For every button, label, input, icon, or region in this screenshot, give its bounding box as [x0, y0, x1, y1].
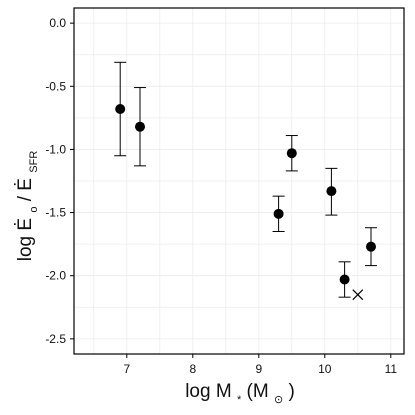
- x-axis-label-unit-close: ): [288, 381, 294, 402]
- x-axis-label-base: log M: [185, 381, 231, 402]
- y-axis-label-den: Ė: [15, 178, 36, 191]
- x-tick-label: 9: [255, 362, 262, 376]
- grid-layer: [74, 8, 404, 354]
- x-tick-label: 8: [189, 362, 196, 376]
- y-tick-label: -0.5: [45, 79, 66, 93]
- x-axis-label-unit-sub: ⊙: [274, 394, 283, 406]
- label-layer: log M * (M ⊙ ) log Ė o / Ė SFR: [15, 151, 295, 406]
- cross-marker: [352, 289, 364, 301]
- x-axis-label-sub: *: [237, 394, 242, 406]
- y-tick-label: -2.0: [45, 269, 66, 283]
- x-tick-label: 10: [318, 362, 332, 376]
- x-axis-label-unit-open: (M: [247, 381, 269, 402]
- y-tick-label: -1.0: [45, 142, 66, 156]
- y-tick-label: -2.5: [45, 332, 66, 346]
- data-point: [339, 274, 350, 285]
- y-tick-label: -1.5: [45, 206, 66, 220]
- data-point: [366, 241, 376, 252]
- data-point: [273, 208, 284, 219]
- x-tick-label: 7: [123, 362, 130, 376]
- y-axis-label-num-sub: o: [28, 207, 40, 213]
- y-axis-label-slash: /: [15, 195, 36, 201]
- x-axis-label: log M * (M ⊙ ): [185, 381, 295, 406]
- y-tick-label: 0.0: [49, 16, 66, 30]
- data-point: [135, 121, 145, 132]
- y-axis-label-den-sub: SFR: [28, 151, 40, 173]
- data-point: [326, 186, 337, 197]
- y-axis-label-num: Ė: [15, 218, 36, 231]
- cross-marker-stroke: [352, 289, 364, 301]
- tick-layer: 7 8 9 10 11 0.0 -0.5 -1.0 -1.5 -2.0 -2.5: [45, 16, 397, 376]
- frame-layer: [73, 7, 405, 355]
- plot-frame: [73, 7, 405, 355]
- x-tick-label: 11: [385, 362, 398, 376]
- data-point: [286, 148, 297, 159]
- y-axis-label-prefix: log: [15, 231, 36, 262]
- data-point: [115, 104, 126, 115]
- y-axis-label: log Ė o / Ė SFR: [15, 151, 40, 262]
- series-layer: [114, 61, 377, 301]
